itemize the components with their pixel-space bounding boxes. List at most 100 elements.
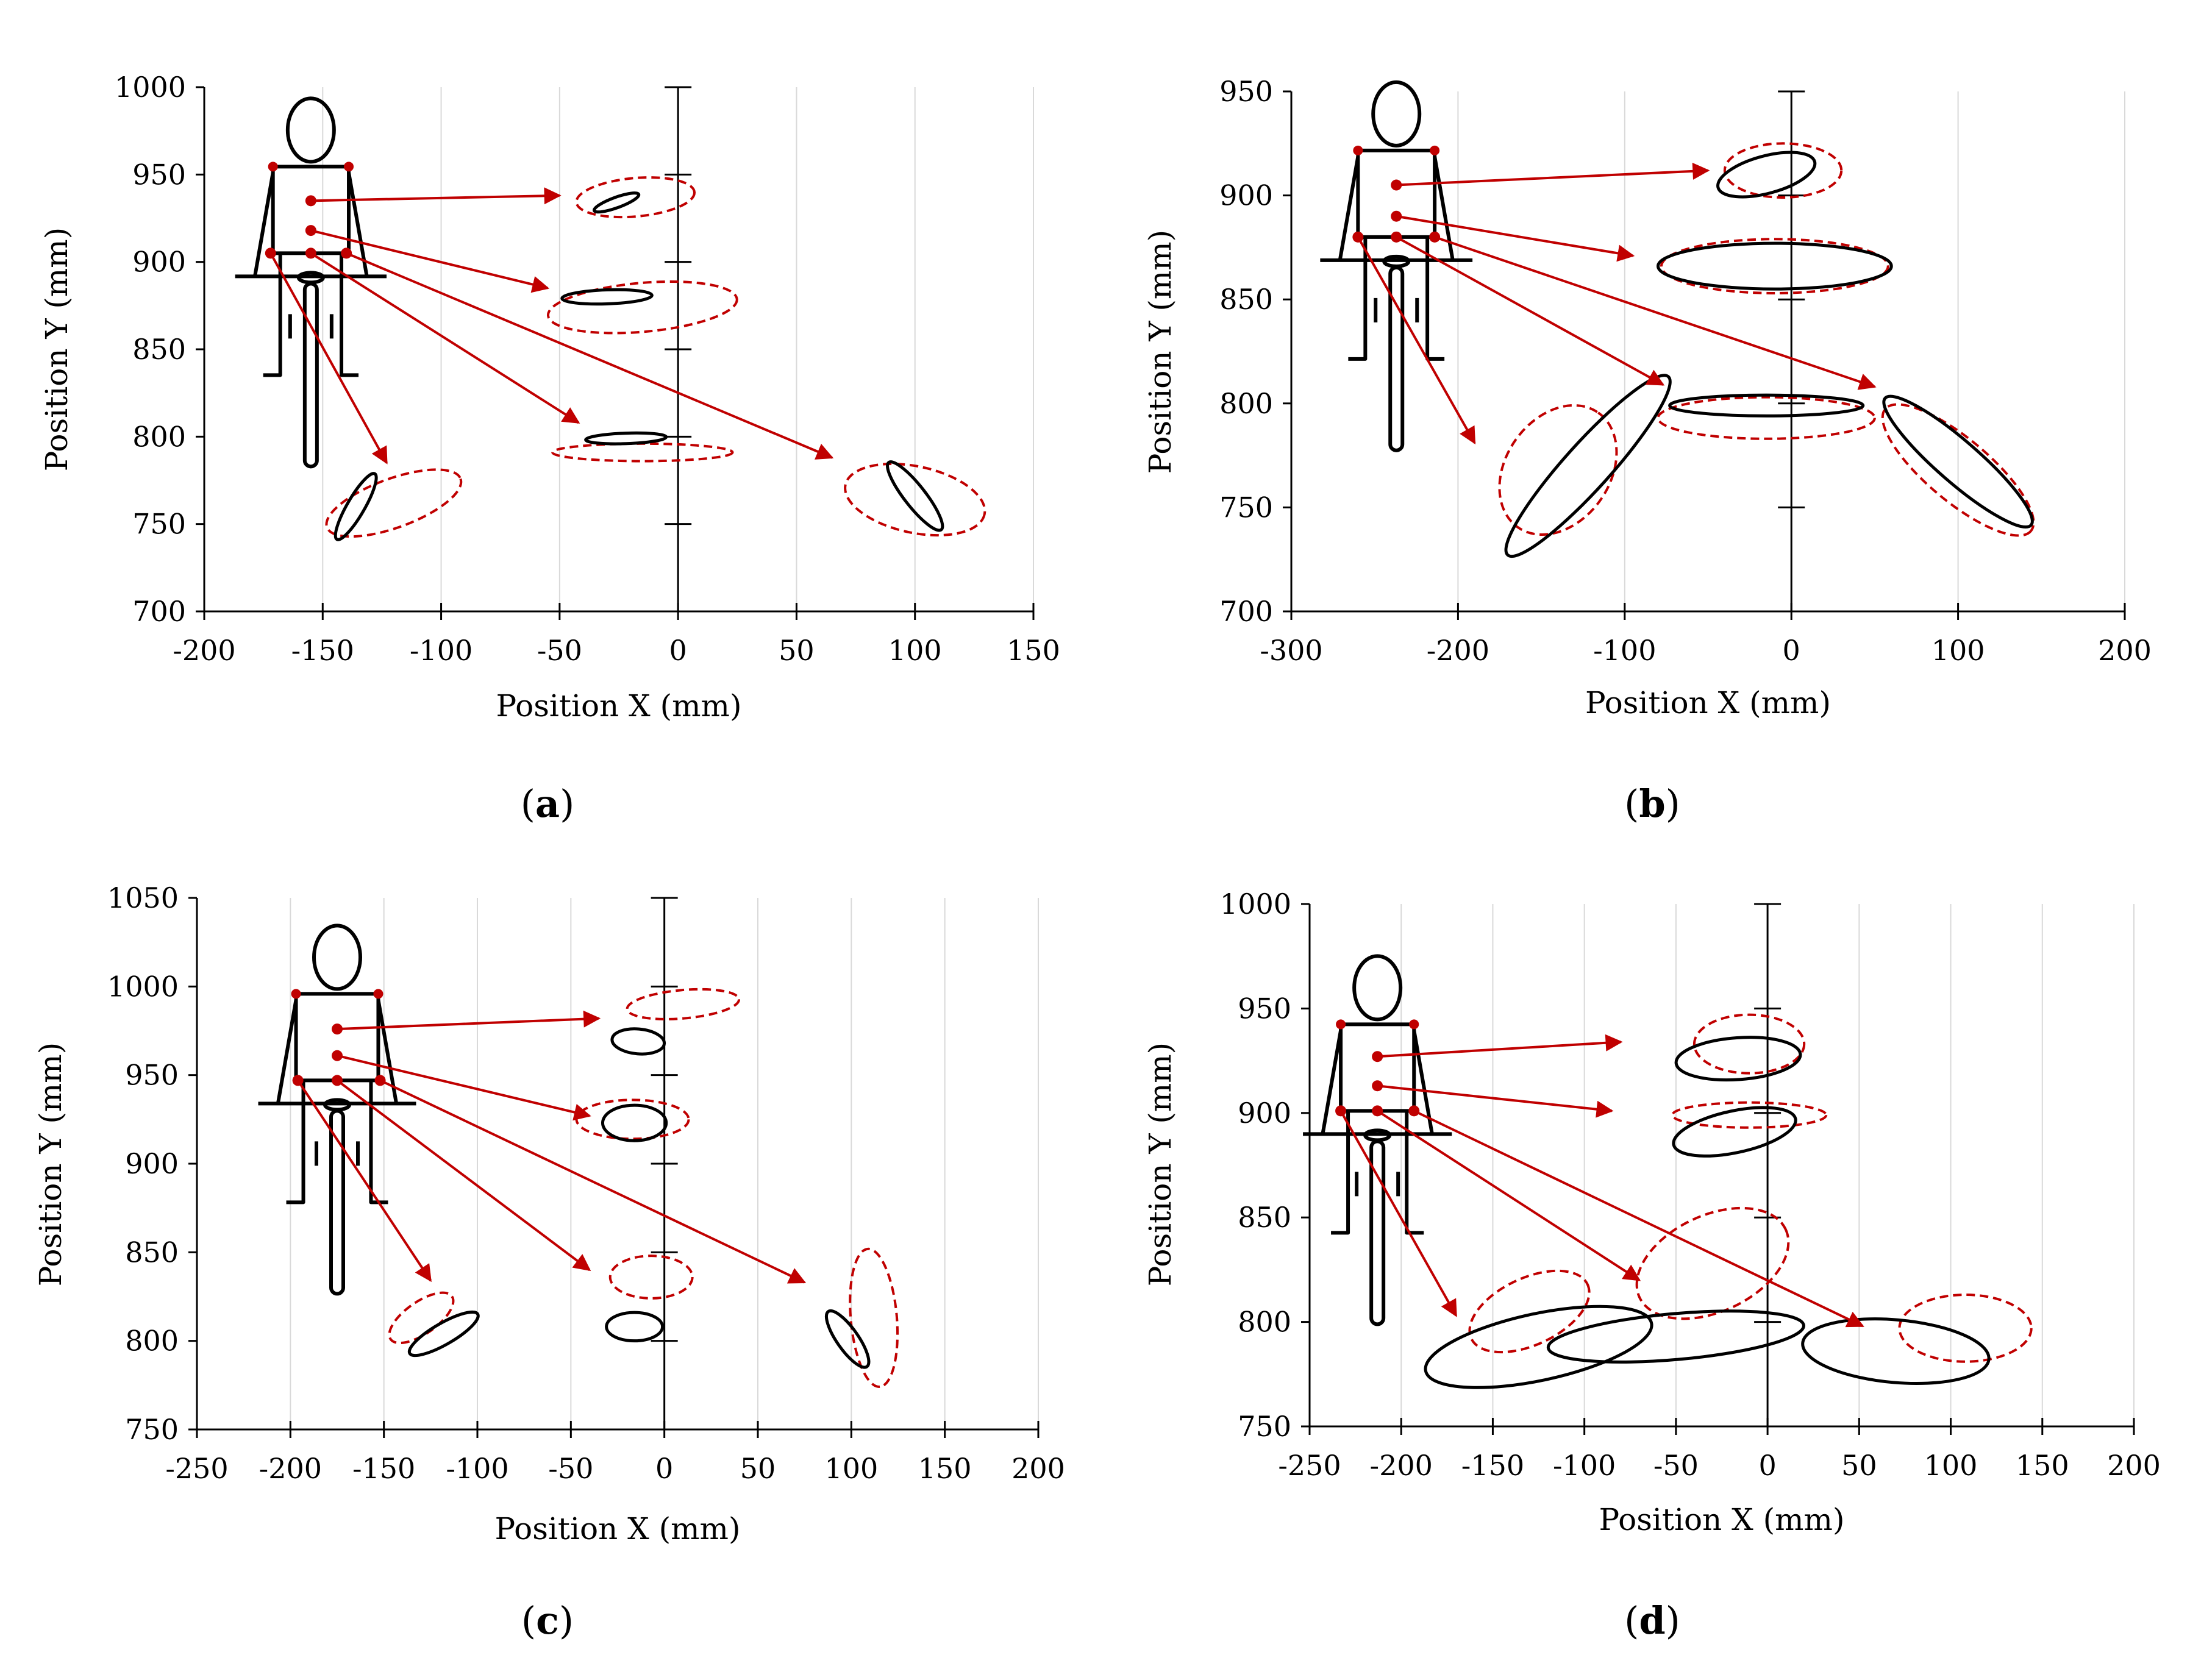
measured-ellipse-0 (592, 191, 641, 214)
x-tick-label: 100 (1924, 1449, 1978, 1482)
cyclist-torso (294, 992, 380, 1083)
shoulder-markers (1353, 145, 1440, 155)
arrow-neck (337, 1010, 601, 1031)
marker-right-pelvis (374, 1075, 386, 1086)
cyclist-torso (1339, 1022, 1416, 1113)
panel-label-close: ) (560, 781, 574, 826)
arrow-neck (310, 187, 562, 205)
y-tick-label: 850 (1238, 1201, 1291, 1234)
x-axis-title: Position X (mm) (495, 1511, 741, 1547)
cyclist-right-leg (340, 253, 359, 377)
measured-ellipse-2 (1424, 1304, 1653, 1389)
x-tick-label: 0 (669, 634, 687, 667)
x-tick-label: 50 (740, 1452, 776, 1485)
marker-mid-back (332, 1050, 343, 1061)
panel-label-letter: b (1639, 781, 1665, 826)
cyclist-head (312, 924, 362, 991)
measured-ellipse-3 (584, 431, 668, 446)
marker-left-shoulder (268, 162, 278, 172)
arrow-mid-back (1396, 215, 1635, 262)
measured-ellipse-0 (1674, 1036, 1802, 1082)
predicted-ellipse-3 (608, 1255, 694, 1300)
marker-left-shoulder (1353, 145, 1363, 155)
predicted-ellipse-2 (1468, 1269, 1591, 1354)
panel-label-open: ( (521, 1598, 536, 1643)
shoulder-markers (268, 162, 354, 172)
panel-label-close: ) (1666, 781, 1680, 826)
marker-mid-back (1372, 1080, 1383, 1092)
x-tick-label: -200 (1370, 1449, 1433, 1482)
panel-label-open: ( (1624, 1598, 1639, 1643)
marker-left-pelvis (265, 247, 276, 259)
predicted-ellipse-4 (1898, 1294, 2033, 1363)
cyclist-frame-stays (1374, 297, 1419, 322)
x-tick-label: 150 (2016, 1449, 2069, 1482)
y-tick-label: 800 (125, 1325, 179, 1358)
zero-axis (651, 897, 678, 1429)
measured-ellipse-1 (601, 1103, 668, 1142)
predicted-ellipse-3 (1635, 1206, 1790, 1320)
cyclist-torso (1356, 148, 1437, 239)
y-tick-label: 900 (125, 1147, 179, 1180)
x-axis: -250 -200 -150 -100 -50 0 50 100 150 200 (1278, 1418, 2161, 1482)
arrow-center-pelvis (310, 252, 580, 424)
measured-ellipse-0 (1716, 151, 1817, 199)
predicted-ellipse-0 (626, 988, 741, 1020)
arrow-left-pelvis (269, 252, 388, 464)
measured-ellipse-4 (886, 460, 944, 532)
gridlines (290, 898, 1039, 1429)
cyclist-left-arm (252, 172, 275, 278)
panel-label-close: ) (1666, 1598, 1680, 1643)
cyclist-head (1371, 80, 1422, 148)
cyclist-right-arm (376, 999, 399, 1105)
predicted-ellipses (1498, 142, 2035, 537)
marker-center-pelvis (305, 247, 316, 259)
shoulder-markers (291, 989, 383, 999)
measured-ellipses (1504, 151, 2034, 558)
y-tick-label: 950 (132, 158, 186, 191)
measured-ellipse-4 (1882, 394, 2034, 529)
cyclist-left-arm (1321, 1030, 1343, 1136)
cyclist-rear-wheel (1369, 1139, 1386, 1326)
arrow-center-pelvis (1396, 236, 1665, 386)
arrow-mid-back (1377, 1084, 1614, 1118)
x-axis-title: Position X (mm) (1599, 1502, 1845, 1537)
cyclist-frame-stays (288, 314, 333, 339)
x-tick-label: -100 (446, 1452, 508, 1485)
marker-arrows (296, 1010, 807, 1284)
body-markers (1335, 1051, 1420, 1117)
measured-ellipse-3 (605, 1311, 665, 1343)
x-axis-title: Position X (mm) (496, 688, 742, 724)
predicted-ellipses (388, 988, 899, 1388)
marker-left-shoulder (1336, 1019, 1346, 1030)
marker-center-pelvis (1391, 231, 1402, 243)
panel-label-letter: a (535, 781, 560, 826)
y-tick-label: 800 (132, 420, 186, 453)
x-tick-label: -100 (1593, 634, 1656, 667)
y-tick-label: 900 (132, 246, 186, 279)
shoulder-markers (1336, 1019, 1419, 1030)
zero-axis (1778, 90, 1805, 611)
cyclist-left-leg (1348, 237, 1368, 361)
cyclist-icon (258, 924, 416, 1296)
y-axis: 750 800 850 900 950 1000 1050 (107, 881, 198, 1446)
x-tick-label: -150 (1461, 1449, 1524, 1482)
predicted-ellipse-0 (1692, 1013, 1806, 1075)
marker-right-pelvis (341, 247, 352, 259)
measured-ellipses (407, 1027, 871, 1369)
x-tick-label: -50 (1653, 1449, 1699, 1482)
x-tick-label: -300 (1260, 634, 1322, 667)
marker-arrows (269, 187, 834, 464)
x-tick-label: 50 (779, 634, 815, 667)
predicted-ellipse-0 (575, 176, 696, 219)
measured-ellipse-2 (1504, 374, 1672, 558)
predicted-ellipse-4 (844, 463, 986, 537)
panel-label: (c) (521, 1598, 574, 1643)
x-tick-label: -200 (1427, 634, 1489, 667)
y-tick-label: 850 (125, 1236, 179, 1269)
panel-label: (d) (1624, 1598, 1680, 1643)
panel-c: -250 -200 -150 -100 -50 0 50 100 150 200 750 800 850… (33, 881, 1065, 1643)
cyclist-icon (235, 96, 387, 469)
y-tick-label: 700 (1219, 595, 1273, 628)
